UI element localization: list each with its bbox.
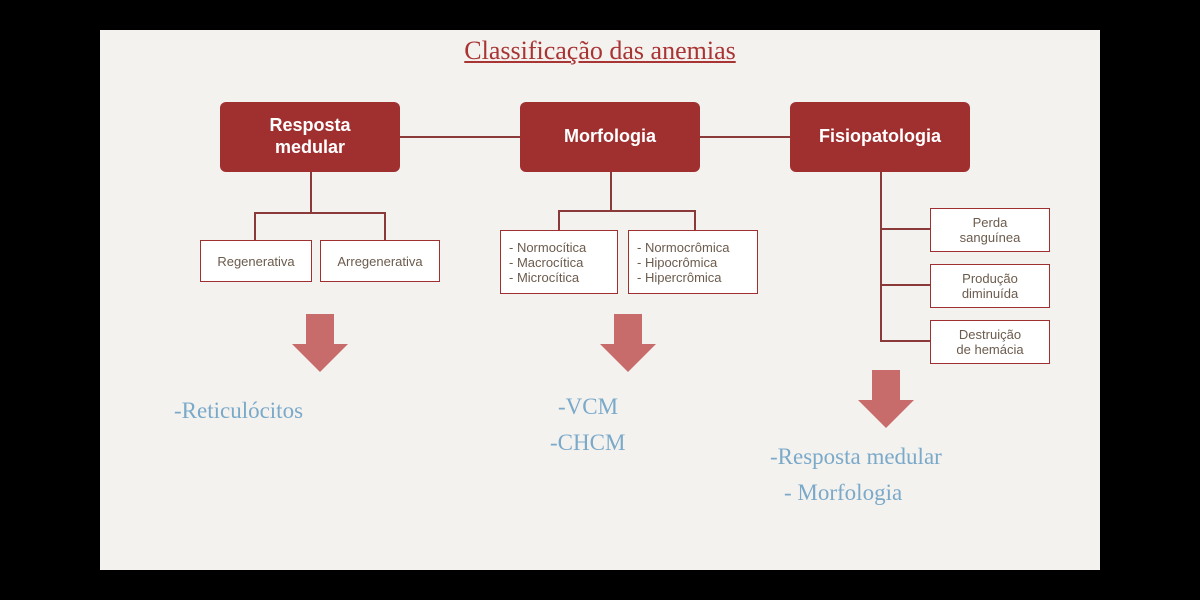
arrow-down-icon: [858, 370, 914, 428]
connector: [254, 212, 384, 214]
connector: [610, 172, 612, 210]
node-fisiopatologia-label: Fisiopatologia: [819, 126, 941, 148]
connector: [558, 210, 694, 212]
slide-title: Classificação das anemias: [464, 36, 735, 66]
annot-chcm: -CHCM: [550, 430, 625, 456]
annot-morfologia: - Morfologia: [784, 480, 902, 506]
arrow-shaft: [872, 370, 900, 400]
node-resposta-label: Respostamedular: [269, 115, 350, 158]
label: Produçãodiminuída: [962, 271, 1018, 301]
connector: [384, 212, 386, 240]
arrow-down-icon: [292, 314, 348, 372]
item: - Normocrômica: [637, 240, 729, 255]
arrow-head: [600, 344, 656, 372]
label: Arregenerativa: [337, 254, 422, 269]
arrow-shaft: [614, 314, 642, 344]
item: - Microcítica: [509, 270, 579, 285]
node-perda-sanguinea: Perdasanguínea: [930, 208, 1050, 252]
annot-resposta-medular: -Resposta medular: [770, 444, 942, 470]
item: - Hipercrômica: [637, 270, 722, 285]
arrow-head: [858, 400, 914, 428]
connector: [558, 210, 560, 230]
connector: [880, 228, 930, 230]
connector: [880, 284, 930, 286]
connector: [880, 340, 930, 342]
annot-reticulocitos: -Reticulócitos: [174, 398, 303, 424]
node-morf-chrom: - Normocrômica - Hipocrômica - Hipercrôm…: [628, 230, 758, 294]
arrow-shaft: [306, 314, 334, 344]
node-morf-size: - Normocítica - Macrocítica - Microcític…: [500, 230, 618, 294]
arrow-down-icon: [600, 314, 656, 372]
node-arregenerativa: Arregenerativa: [320, 240, 440, 282]
annot-vcm: -VCM: [558, 394, 618, 420]
node-producao-diminuida: Produçãodiminuída: [930, 264, 1050, 308]
node-fisiopatologia: Fisiopatologia: [790, 102, 970, 172]
label: Destruiçãode hemácia: [956, 327, 1023, 357]
item: - Hipocrômica: [637, 255, 717, 270]
node-morfologia: Morfologia: [520, 102, 700, 172]
node-regenerativa: Regenerativa: [200, 240, 312, 282]
node-destruicao-hemacia: Destruiçãode hemácia: [930, 320, 1050, 364]
slide-canvas: Classificação das anemias Respostamedula…: [100, 30, 1100, 570]
node-morfologia-label: Morfologia: [564, 126, 656, 148]
connector: [880, 172, 882, 342]
node-resposta-medular: Respostamedular: [220, 102, 400, 172]
connector: [310, 172, 312, 212]
connector: [254, 212, 256, 240]
label: Regenerativa: [217, 254, 294, 269]
label: Perdasanguínea: [960, 215, 1021, 245]
item: - Normocítica: [509, 240, 586, 255]
arrow-head: [292, 344, 348, 372]
connector: [694, 210, 696, 230]
item: - Macrocítica: [509, 255, 583, 270]
